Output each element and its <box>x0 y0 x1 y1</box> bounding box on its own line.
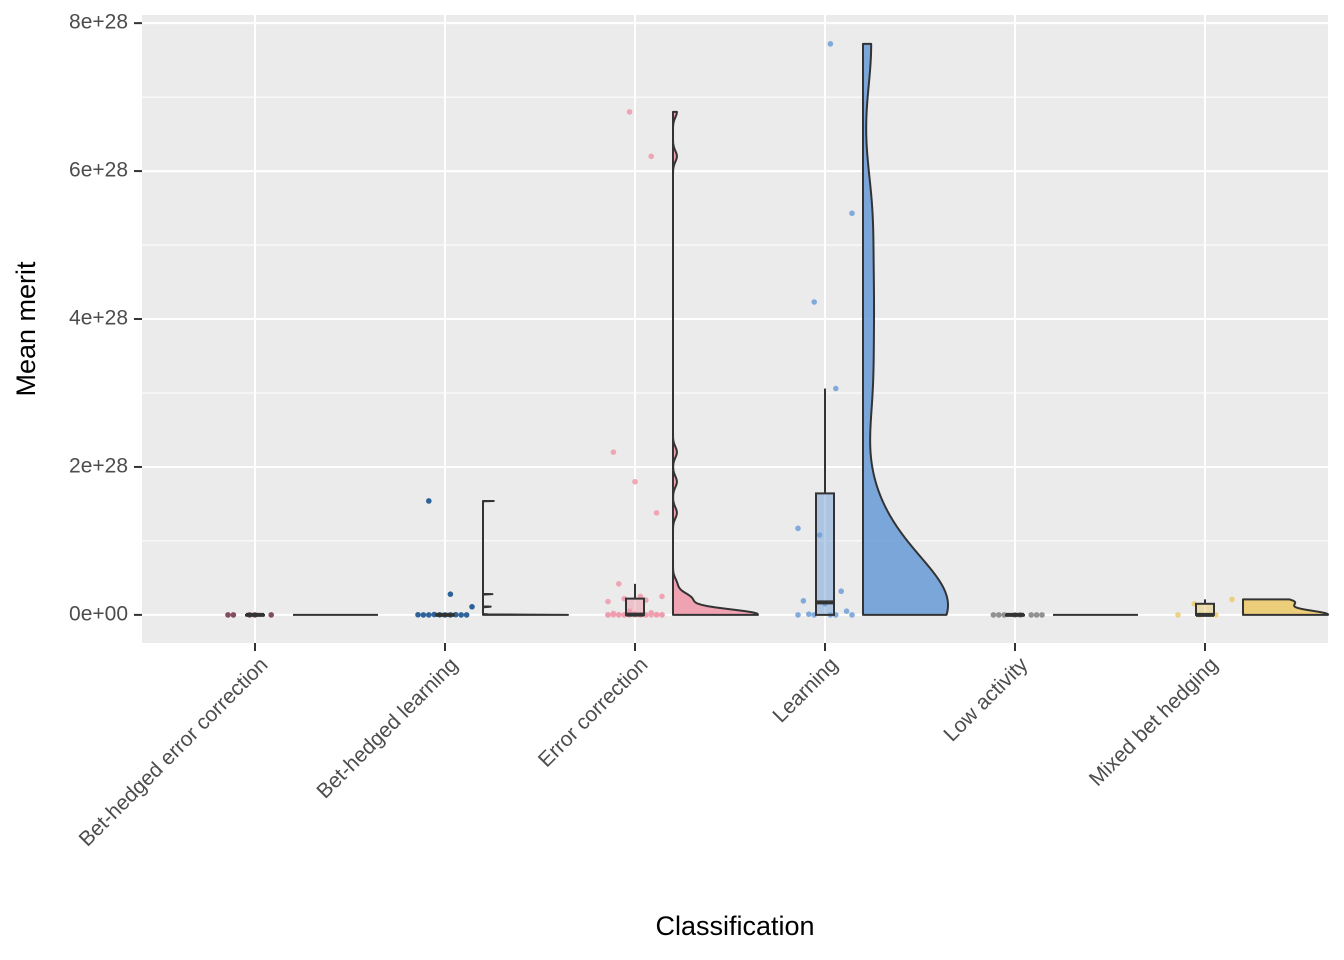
data-point <box>849 210 855 217</box>
y-tick-label: 2e+28 <box>69 454 128 477</box>
data-point <box>610 449 617 455</box>
violin <box>672 110 759 616</box>
box <box>815 492 835 616</box>
x-tick-label: Error correction <box>534 653 653 772</box>
data-point <box>827 41 834 47</box>
x-tick-label: Low activity <box>939 653 1032 746</box>
x-tick-label: Learning <box>768 653 842 727</box>
box <box>625 597 645 616</box>
data-point <box>1175 612 1181 618</box>
y-tick-label: 6e+28 <box>69 159 128 182</box>
data-point <box>648 612 654 618</box>
data-point <box>653 612 660 618</box>
data-point <box>453 611 459 618</box>
data-point <box>800 598 807 604</box>
y-tick-label: 4e+28 <box>69 307 128 330</box>
data-point <box>469 603 475 610</box>
data-point <box>426 612 432 618</box>
y-tick-label: 0e+00 <box>69 602 128 625</box>
data-point <box>648 153 654 160</box>
data-point <box>795 612 801 618</box>
violin <box>862 42 949 616</box>
data-point <box>463 612 470 618</box>
data-point <box>230 612 237 618</box>
data-point <box>458 612 465 618</box>
panel <box>142 15 1328 643</box>
data-point <box>1039 612 1045 618</box>
data-point <box>1229 596 1235 603</box>
data-point <box>996 612 1002 618</box>
data-point <box>659 612 665 618</box>
data-point <box>843 608 850 614</box>
data-point <box>268 612 275 618</box>
data-point <box>616 612 622 618</box>
data-point <box>426 498 432 504</box>
data-point <box>616 581 622 587</box>
data-point <box>415 611 421 618</box>
data-point <box>653 510 660 516</box>
data-point <box>225 612 231 618</box>
x-tick-label: Bet-hedged error correction <box>75 653 273 851</box>
x-tick-label: Bet-hedged learning <box>312 653 462 803</box>
data-point <box>838 588 844 595</box>
x-axis-title: Classification <box>655 911 814 941</box>
data-point <box>1028 612 1034 618</box>
data-point <box>605 612 611 618</box>
data-point <box>990 612 997 618</box>
x-tick-label: Mixed bet hedging <box>1085 653 1223 791</box>
y-axis-title: Mean merit <box>11 261 41 397</box>
data-point <box>626 109 633 115</box>
data-point <box>659 593 665 600</box>
data-point <box>447 591 454 597</box>
violin <box>1242 598 1329 616</box>
data-point <box>605 598 611 605</box>
data-point <box>420 612 427 618</box>
data-point <box>632 478 638 485</box>
data-point <box>811 299 817 305</box>
data-point <box>610 612 617 618</box>
y-tick-label: 8e+28 <box>69 11 128 34</box>
data-point <box>1033 612 1040 618</box>
data-point <box>849 612 855 618</box>
data-point <box>795 525 801 532</box>
violin <box>482 499 569 616</box>
data-point <box>806 611 812 617</box>
data-point <box>833 385 839 392</box>
